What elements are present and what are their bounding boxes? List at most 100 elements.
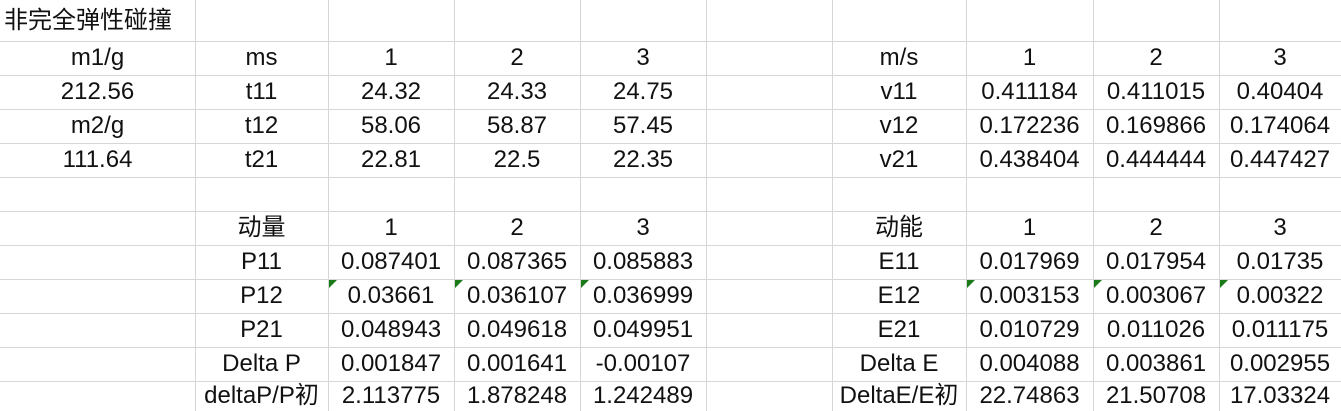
column-gridline xyxy=(195,0,196,411)
time-value-cell[interactable]: 58.06 xyxy=(360,112,422,139)
mass2-label[interactable]: m2/g xyxy=(70,112,125,139)
energy-value-cell[interactable]: 0.004088 xyxy=(979,350,1080,377)
velocity-row-label[interactable]: v12 xyxy=(879,112,919,139)
velocity-value-cell[interactable]: 0.447427 xyxy=(1229,146,1331,173)
momentum-value-cell[interactable]: 0.036107 xyxy=(466,282,568,309)
row-gridline xyxy=(0,41,1341,42)
time-value-cell[interactable]: 57.45 xyxy=(612,112,674,139)
momentum-header[interactable]: 动量 xyxy=(237,214,286,241)
energy-value-cell[interactable]: 0.010729 xyxy=(979,316,1080,343)
velocity-value-cell[interactable]: 0.411184 xyxy=(981,78,1078,105)
error-indicator-icon xyxy=(329,280,337,288)
velocity-unit-header[interactable]: m/s xyxy=(879,44,919,71)
column-gridline xyxy=(454,0,455,411)
time-value-cell[interactable]: 22.81 xyxy=(360,146,422,173)
momentum-row-label[interactable]: P11 xyxy=(241,248,282,275)
row-gridline xyxy=(0,211,1341,212)
mass1-label[interactable]: m1/g xyxy=(70,44,125,71)
momentum-value-cell[interactable]: 0.049951 xyxy=(592,316,694,343)
energy-run-header[interactable]: 3 xyxy=(1273,214,1287,241)
momentum-value-cell[interactable]: 0.049618 xyxy=(466,316,568,343)
momentum-value-cell[interactable]: 2.113775 xyxy=(341,382,441,409)
velocity-run-header[interactable]: 1 xyxy=(1022,44,1037,71)
velocity-row-label[interactable]: v11 xyxy=(880,78,918,105)
row-gridline xyxy=(0,143,1341,144)
momentum-value-cell[interactable]: 0.087401 xyxy=(340,248,442,275)
time-row-label[interactable]: t11 xyxy=(245,78,278,105)
velocity-value-cell[interactable]: 0.40404 xyxy=(1236,78,1324,105)
energy-row-label[interactable]: E21 xyxy=(877,316,921,343)
momentum-row-label[interactable]: Delta P xyxy=(222,350,301,377)
momentum-row-label[interactable]: deltaP/P初 xyxy=(204,382,319,409)
momentum-value-cell[interactable]: 1.878248 xyxy=(466,382,568,409)
energy-value-cell[interactable]: 21.50708 xyxy=(1105,382,1207,409)
energy-value-cell[interactable]: 0.017954 xyxy=(1105,248,1207,275)
energy-run-header[interactable]: 1 xyxy=(1022,214,1037,241)
energy-header[interactable]: 动能 xyxy=(875,214,923,241)
row-gridline xyxy=(0,313,1341,314)
mass1-value[interactable]: 212.56 xyxy=(60,78,135,105)
momentum-value-cell[interactable]: 1.242489 xyxy=(592,382,694,409)
energy-value-cell[interactable]: 0.003067 xyxy=(1105,282,1207,309)
momentum-value-cell[interactable]: 0.085883 xyxy=(592,248,694,275)
time-row-label[interactable]: t21 xyxy=(244,146,279,173)
time-row-label[interactable]: t12 xyxy=(244,112,279,139)
momentum-value-cell[interactable]: 0.001847 xyxy=(340,350,442,377)
row-gridline xyxy=(0,347,1341,348)
row-gridline xyxy=(0,75,1341,76)
momentum-value-cell[interactable]: -0.00107 xyxy=(595,350,691,377)
time-value-cell[interactable]: 22.35 xyxy=(612,146,674,173)
velocity-value-cell[interactable]: 0.444444 xyxy=(1105,146,1207,173)
velocity-row-label[interactable]: v21 xyxy=(879,146,919,173)
energy-value-cell[interactable]: 0.002955 xyxy=(1229,350,1331,377)
time-value-cell[interactable]: 22.5 xyxy=(493,146,541,173)
time-run-header[interactable]: 3 xyxy=(636,44,650,71)
velocity-value-cell[interactable]: 0.411015 xyxy=(1106,78,1206,105)
row-gridline xyxy=(0,109,1341,110)
energy-row-label[interactable]: Delta E xyxy=(859,350,939,377)
momentum-value-cell[interactable]: 0.001641 xyxy=(466,350,568,377)
velocity-value-cell[interactable]: 0.174064 xyxy=(1229,112,1331,139)
column-gridline xyxy=(832,0,833,411)
energy-value-cell[interactable]: 0.01735 xyxy=(1236,248,1324,275)
velocity-run-header[interactable]: 3 xyxy=(1273,44,1287,71)
energy-value-cell[interactable]: 0.011175 xyxy=(1231,316,1329,343)
momentum-value-cell[interactable]: 0.036999 xyxy=(592,282,694,309)
energy-row-label[interactable]: E12 xyxy=(877,282,921,309)
row-gridline xyxy=(0,279,1341,280)
energy-row-label[interactable]: DeltaE/E初 xyxy=(839,382,959,409)
momentum-row-label[interactable]: P12 xyxy=(240,282,283,309)
energy-value-cell[interactable]: 17.03324 xyxy=(1229,382,1331,409)
momentum-run-header[interactable]: 1 xyxy=(384,214,398,241)
energy-run-header[interactable]: 2 xyxy=(1149,214,1163,241)
velocity-value-cell[interactable]: 0.172236 xyxy=(979,112,1080,139)
energy-value-cell[interactable]: 0.00322 xyxy=(1236,282,1324,309)
column-gridline xyxy=(1093,0,1094,411)
time-value-cell[interactable]: 24.33 xyxy=(486,78,548,105)
energy-value-cell[interactable]: 0.003153 xyxy=(979,282,1080,309)
mass2-value[interactable]: 111.64 xyxy=(62,146,133,173)
energy-value-cell[interactable]: 0.017969 xyxy=(979,248,1080,275)
time-run-header[interactable]: 1 xyxy=(384,44,398,71)
momentum-run-header[interactable]: 3 xyxy=(636,214,650,241)
velocity-run-header[interactable]: 2 xyxy=(1149,44,1163,71)
momentum-value-cell[interactable]: 0.087365 xyxy=(466,248,568,275)
time-value-cell[interactable]: 58.87 xyxy=(486,112,548,139)
energy-value-cell[interactable]: 0.003861 xyxy=(1105,350,1207,377)
energy-row-label[interactable]: E11 xyxy=(878,248,920,275)
time-value-cell[interactable]: 24.32 xyxy=(360,78,422,105)
column-gridline xyxy=(706,0,707,411)
momentum-run-header[interactable]: 2 xyxy=(510,214,524,241)
energy-value-cell[interactable]: 22.74863 xyxy=(979,382,1080,409)
momentum-value-cell[interactable]: 0.03661 xyxy=(347,282,435,309)
time-unit-header[interactable]: ms xyxy=(245,44,278,71)
velocity-value-cell[interactable]: 0.438404 xyxy=(979,146,1080,173)
momentum-value-cell[interactable]: 0.048943 xyxy=(340,316,442,343)
error-indicator-icon xyxy=(1220,280,1228,288)
time-value-cell[interactable]: 24.75 xyxy=(612,78,674,105)
time-run-header[interactable]: 2 xyxy=(510,44,524,71)
momentum-row-label[interactable]: P21 xyxy=(240,316,283,343)
velocity-value-cell[interactable]: 0.169866 xyxy=(1105,112,1207,139)
sheet-title[interactable]: 非完全弹性碰撞 xyxy=(4,6,172,34)
energy-value-cell[interactable]: 0.011026 xyxy=(1106,316,1206,343)
